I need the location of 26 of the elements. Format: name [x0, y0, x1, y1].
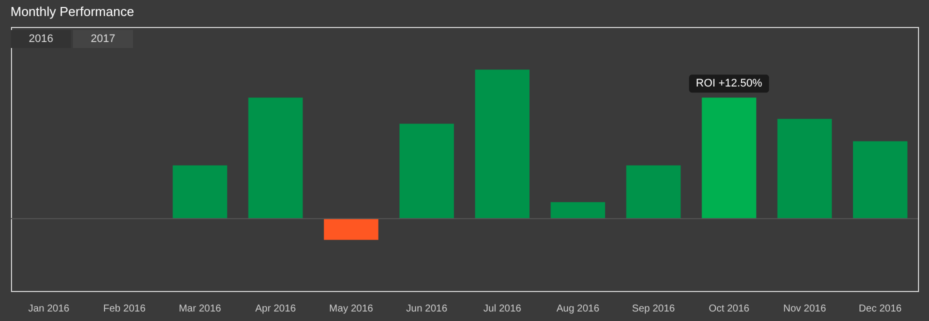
- x-tick-label: Jun 2016: [406, 304, 448, 314]
- bar: [550, 202, 606, 219]
- bar: [248, 98, 303, 219]
- x-tick-label: Feb 2016: [103, 304, 146, 314]
- bar: [777, 118, 832, 219]
- x-tick-label: Sep 2016: [632, 304, 676, 314]
- text: 2017: [90, 33, 116, 45]
- bar: [853, 141, 908, 219]
- x-tick-label: Oct 2016: [708, 304, 750, 314]
- x-tick-label: Dec 2016: [858, 304, 902, 314]
- x-tick-label: Mar 2016: [178, 304, 222, 314]
- bar: [172, 165, 228, 219]
- x-tick-label: May 2016: [329, 304, 374, 314]
- bar: [324, 218, 378, 240]
- x-tick-label: Jan 2016: [28, 304, 70, 314]
- bar: [702, 98, 756, 219]
- x-tick-label: Aug 2016: [556, 304, 600, 314]
- x-tick-label: Apr 2016: [255, 304, 296, 314]
- bar: [626, 165, 681, 219]
- x-tick-label: Nov 2016: [783, 304, 826, 314]
- bar: [400, 124, 454, 219]
- data-label: ROI +12.50%: [696, 78, 762, 90]
- x-tick-label: Jul 2016: [483, 304, 522, 314]
- text: 2016: [28, 33, 54, 45]
- bar: [475, 70, 530, 219]
- chart-title: Monthly Performance: [10, 4, 134, 19]
